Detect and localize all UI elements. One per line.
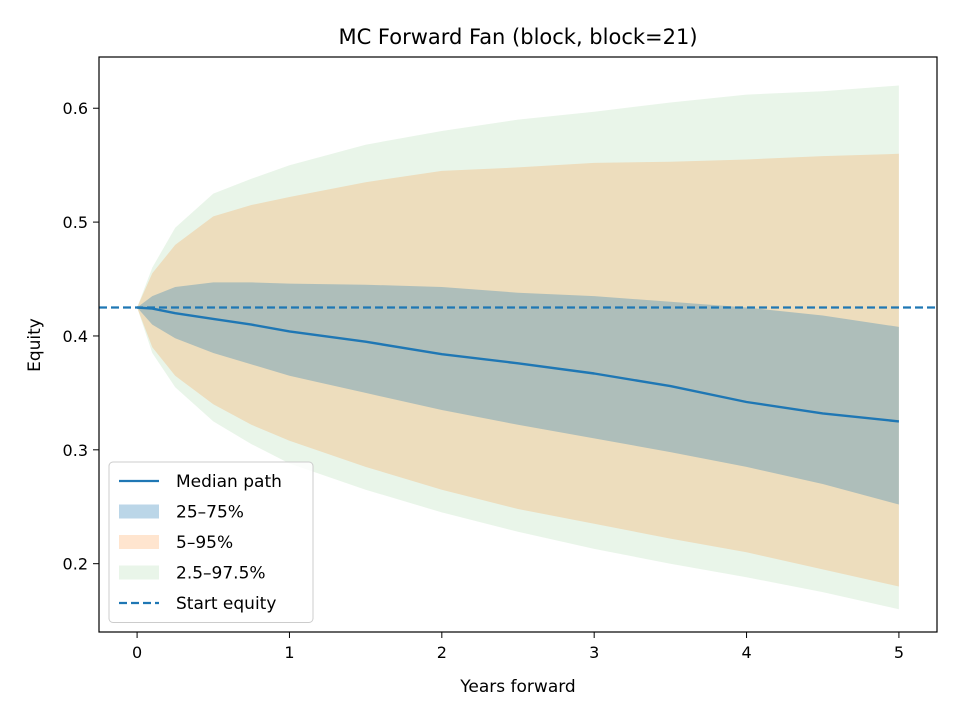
legend-swatch: [119, 565, 159, 580]
legend-label: 5–95%: [176, 533, 233, 553]
legend: Median path 25–75% 5–95% 2.5–97.5% Start equ…: [108, 461, 314, 623]
x-tick-label: 3: [589, 643, 599, 662]
y-tick-label: 0.6: [63, 99, 88, 118]
chart-title: MC Forward Fan (block, block=21): [338, 25, 697, 49]
legend-box: [108, 461, 314, 623]
x-axis-label: Years forward: [459, 677, 575, 697]
plot-frame: [98, 56, 938, 633]
legend-item-start-equity: Start equity: [119, 594, 276, 614]
legend-swatch: [119, 535, 159, 549]
legend-item-25-75: 25–75%: [119, 503, 244, 523]
x-tick-label: 0: [132, 643, 142, 662]
series-median-path: [137, 306, 900, 423]
y-tick-label: 0.3: [63, 441, 88, 460]
legend-label: 25–75%: [176, 503, 244, 523]
x-axis: 0 1 2 3 4 5: [132, 632, 904, 662]
y-tick-label: 0.2: [63, 555, 88, 574]
legend-item-2-5-97-5: 2.5–97.5%: [119, 564, 266, 584]
x-tick-label: 4: [741, 643, 751, 662]
y-tick-label: 0.4: [63, 327, 88, 346]
bands-layer: [137, 85, 899, 610]
legend-label: Median path: [176, 472, 282, 492]
y-axis-label: Equity: [25, 318, 45, 372]
legend-item-median-path: Median path: [119, 472, 282, 492]
y-axis: 0.2 0.3 0.4 0.5 0.6: [63, 99, 99, 574]
x-tick-label: 1: [284, 643, 294, 662]
legend-item-5-95: 5–95%: [119, 533, 233, 553]
band-25-75: [137, 282, 899, 505]
band-5-95: [137, 153, 899, 587]
legend-label: 2.5–97.5%: [176, 564, 266, 584]
y-tick-label: 0.5: [63, 213, 88, 232]
lines-layer: [99, 306, 937, 423]
band-2-5-97-5: [137, 85, 899, 610]
x-tick-label: 2: [437, 643, 447, 662]
x-tick-label: 5: [894, 643, 904, 662]
legend-label: Start equity: [176, 594, 276, 614]
legend-swatch: [119, 504, 159, 519]
